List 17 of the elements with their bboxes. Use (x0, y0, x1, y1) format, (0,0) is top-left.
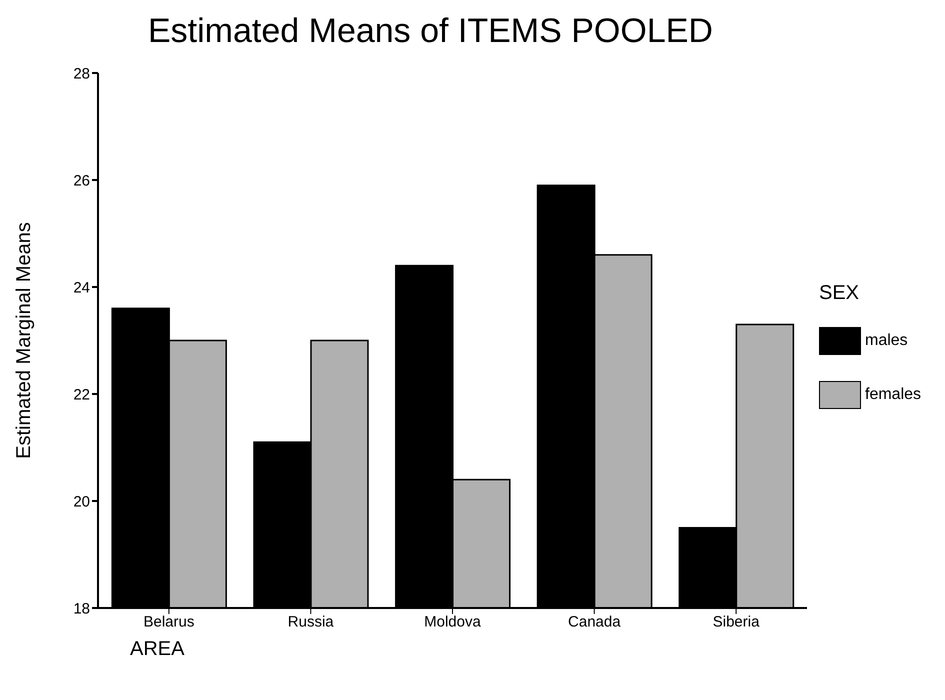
y-tick-label: 24 (73, 279, 90, 296)
legend-label: males (865, 332, 908, 350)
y-axis-title: Estimated Marginal Means (13, 222, 36, 459)
legend-label: females (865, 386, 922, 404)
y-tick-label: 26 (73, 172, 90, 190)
legend-title: SEX (819, 282, 860, 304)
y-tick-label: 20 (73, 493, 90, 510)
chart-title: Estimated Means of ITEMS POOLED (148, 12, 713, 51)
x-tick-label: Belarus (143, 614, 194, 631)
y-tick-label: 18 (73, 600, 90, 618)
y-tick-label: 28 (73, 65, 90, 82)
x-tick-label: Canada (568, 614, 622, 631)
x-axis-title: AREA (130, 638, 184, 661)
x-tick-label: Russia (288, 614, 334, 631)
y-tick-label: 22 (73, 386, 90, 404)
x-tick-label: Siberia (712, 614, 760, 631)
x-tick-label: Moldova (424, 614, 482, 631)
